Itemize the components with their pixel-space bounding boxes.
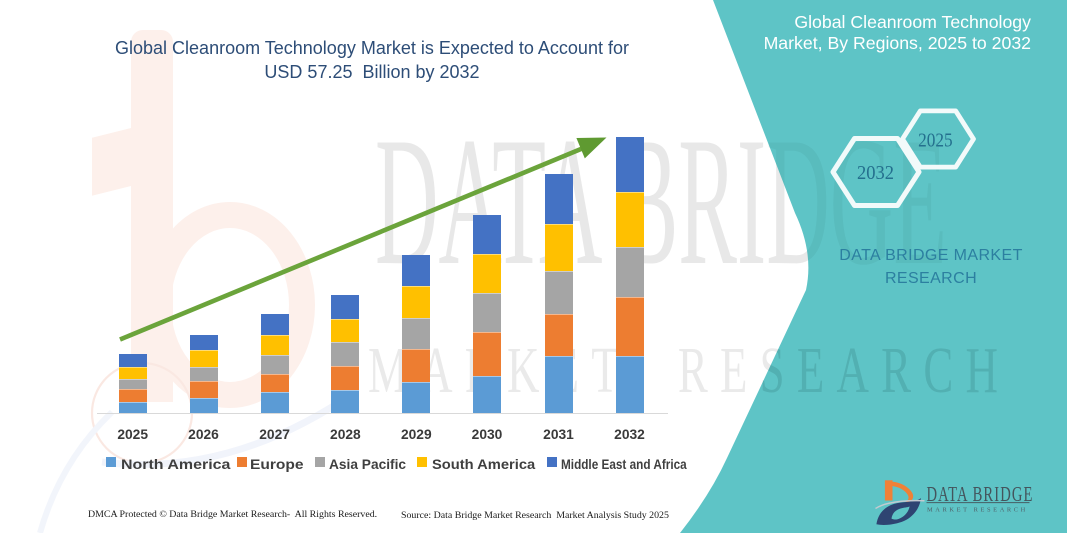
svg-text:DATA BRIDGE: DATA BRIDGE bbox=[927, 482, 1034, 505]
svg-text:2025: 2025 bbox=[918, 130, 953, 151]
svg-text:MARKET RESEARCH: MARKET RESEARCH bbox=[927, 507, 1028, 514]
svg-text:2032: 2032 bbox=[857, 162, 894, 184]
